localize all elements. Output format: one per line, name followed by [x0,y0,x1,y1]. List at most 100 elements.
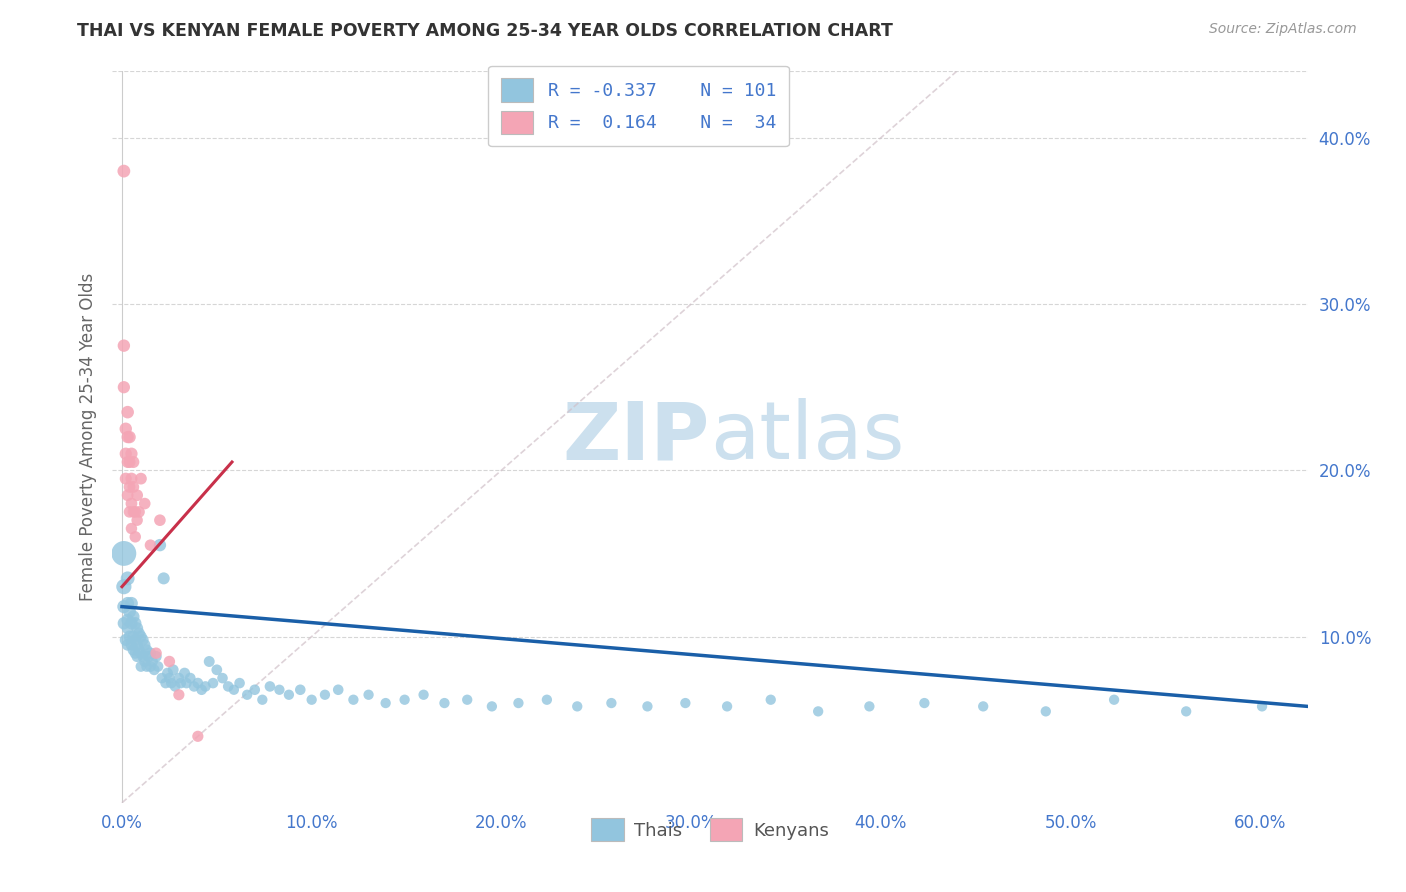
Point [807,705,830,719]
Point [122,505,145,519]
Point [138,649,160,664]
Point [141,655,163,669]
Point [120,596,142,610]
Point [567,699,589,714]
Point [128,643,150,657]
Point [252,692,274,706]
Point [508,696,530,710]
Point [160,676,183,690]
Point [157,671,180,685]
Point [114,447,136,461]
Point [128,626,150,640]
Point [117,621,139,635]
Point [290,682,312,697]
Point [135,643,157,657]
Point [155,676,177,690]
Point [173,666,195,681]
Point [1175,705,1198,719]
Point [120,521,142,535]
Point [139,659,162,673]
Point [202,676,225,690]
Point [152,571,174,585]
Point [134,638,156,652]
Point [1035,705,1057,719]
Point [143,663,166,677]
Point [972,699,994,714]
Point [129,646,152,660]
Point [112,338,135,352]
Point [112,380,135,394]
Point [118,605,141,619]
Text: atlas: atlas [710,398,904,476]
Point [150,671,173,685]
Point [127,621,149,635]
Point [120,447,142,461]
Text: THAI VS KENYAN FEMALE POVERTY AMONG 25-34 YEAR OLDS CORRELATION CHART: THAI VS KENYAN FEMALE POVERTY AMONG 25-3… [77,22,893,40]
Point [117,596,139,610]
Point [112,616,135,631]
Point [217,680,239,694]
Point [146,659,169,673]
Point [117,571,139,585]
Point [117,455,139,469]
Point [301,692,323,706]
Point [636,699,658,714]
Point [112,580,135,594]
Point [134,497,156,511]
Point [120,616,142,631]
Point [167,671,190,685]
Point [243,682,266,697]
Point [118,430,141,444]
Point [129,659,152,673]
Point [117,488,139,502]
Point [481,699,503,714]
Point [129,472,152,486]
Point [114,472,136,486]
Point [117,613,139,627]
Point [170,676,193,690]
Point [374,696,396,710]
Point [149,513,172,527]
Point [127,513,149,527]
Point [228,676,250,690]
Point [357,688,380,702]
Point [673,696,696,710]
Point [536,692,558,706]
Point [124,632,146,647]
Point [127,638,149,652]
Point [139,538,162,552]
Point [122,480,145,494]
Point [277,688,299,702]
Point [1251,699,1274,714]
Point [145,649,167,664]
Point [328,682,350,697]
Point [120,497,142,511]
Point [759,692,782,706]
Point [394,692,416,706]
Point [600,696,623,710]
Point [127,649,149,664]
Point [112,599,135,614]
Point [433,696,456,710]
Point [139,646,162,660]
Point [134,655,156,669]
Point [187,676,209,690]
Point [179,671,201,685]
Point [122,643,145,657]
Point [124,530,146,544]
Point [190,682,212,697]
Point [176,676,198,690]
Point [122,609,145,624]
Point [120,472,142,486]
Point [118,480,141,494]
Point [129,630,152,644]
Point [112,164,135,178]
Point [132,649,155,664]
Point [211,671,233,685]
Point [162,663,184,677]
Point [165,680,187,694]
Point [222,682,245,697]
Legend: Thais, Kenyans: Thais, Kenyans [583,811,837,848]
Point [198,655,221,669]
Point [259,680,281,694]
